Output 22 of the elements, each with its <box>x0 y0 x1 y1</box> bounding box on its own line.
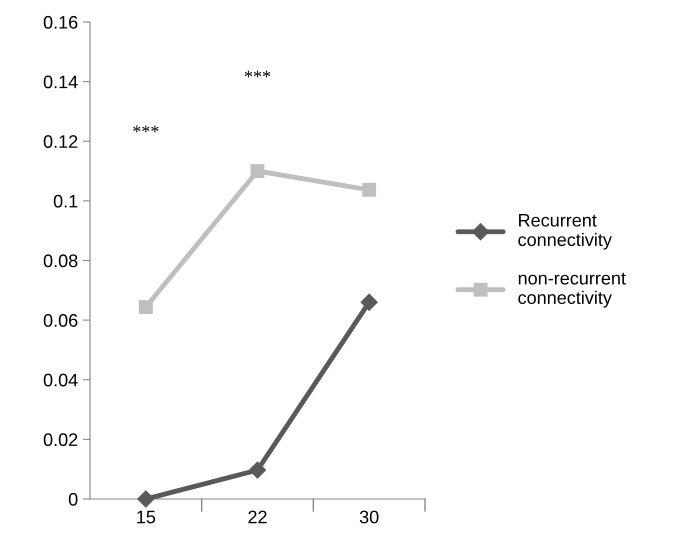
y-tick-label: 0.1 <box>54 194 78 208</box>
point <box>360 294 378 311</box>
point <box>137 490 154 508</box>
y-tick-label: 0.14 <box>44 76 78 88</box>
point <box>138 300 153 314</box>
legend-label: Recurrent connectivity <box>518 214 612 250</box>
legend-label: non-recurrent connectivity <box>518 272 626 308</box>
y-tick-label: 0.08 <box>44 254 78 268</box>
y-tick-label: 0 <box>68 492 78 506</box>
annotation: *** <box>133 126 159 132</box>
x-tick-label: 22 <box>248 510 267 524</box>
y-tick-label: 0.12 <box>44 135 78 148</box>
x-tick-label: 30 <box>360 510 379 524</box>
point <box>248 462 266 479</box>
x-tick-label: 15 <box>137 510 156 524</box>
point <box>362 182 376 197</box>
y-tick-label: 0.06 <box>44 314 78 327</box>
y-tick-label: 0.04 <box>44 374 78 386</box>
y-tick-label: 0.02 <box>44 433 78 446</box>
y-tick-label: 0.16 <box>44 16 78 29</box>
point <box>250 164 264 178</box>
annotation: *** <box>244 70 270 78</box>
